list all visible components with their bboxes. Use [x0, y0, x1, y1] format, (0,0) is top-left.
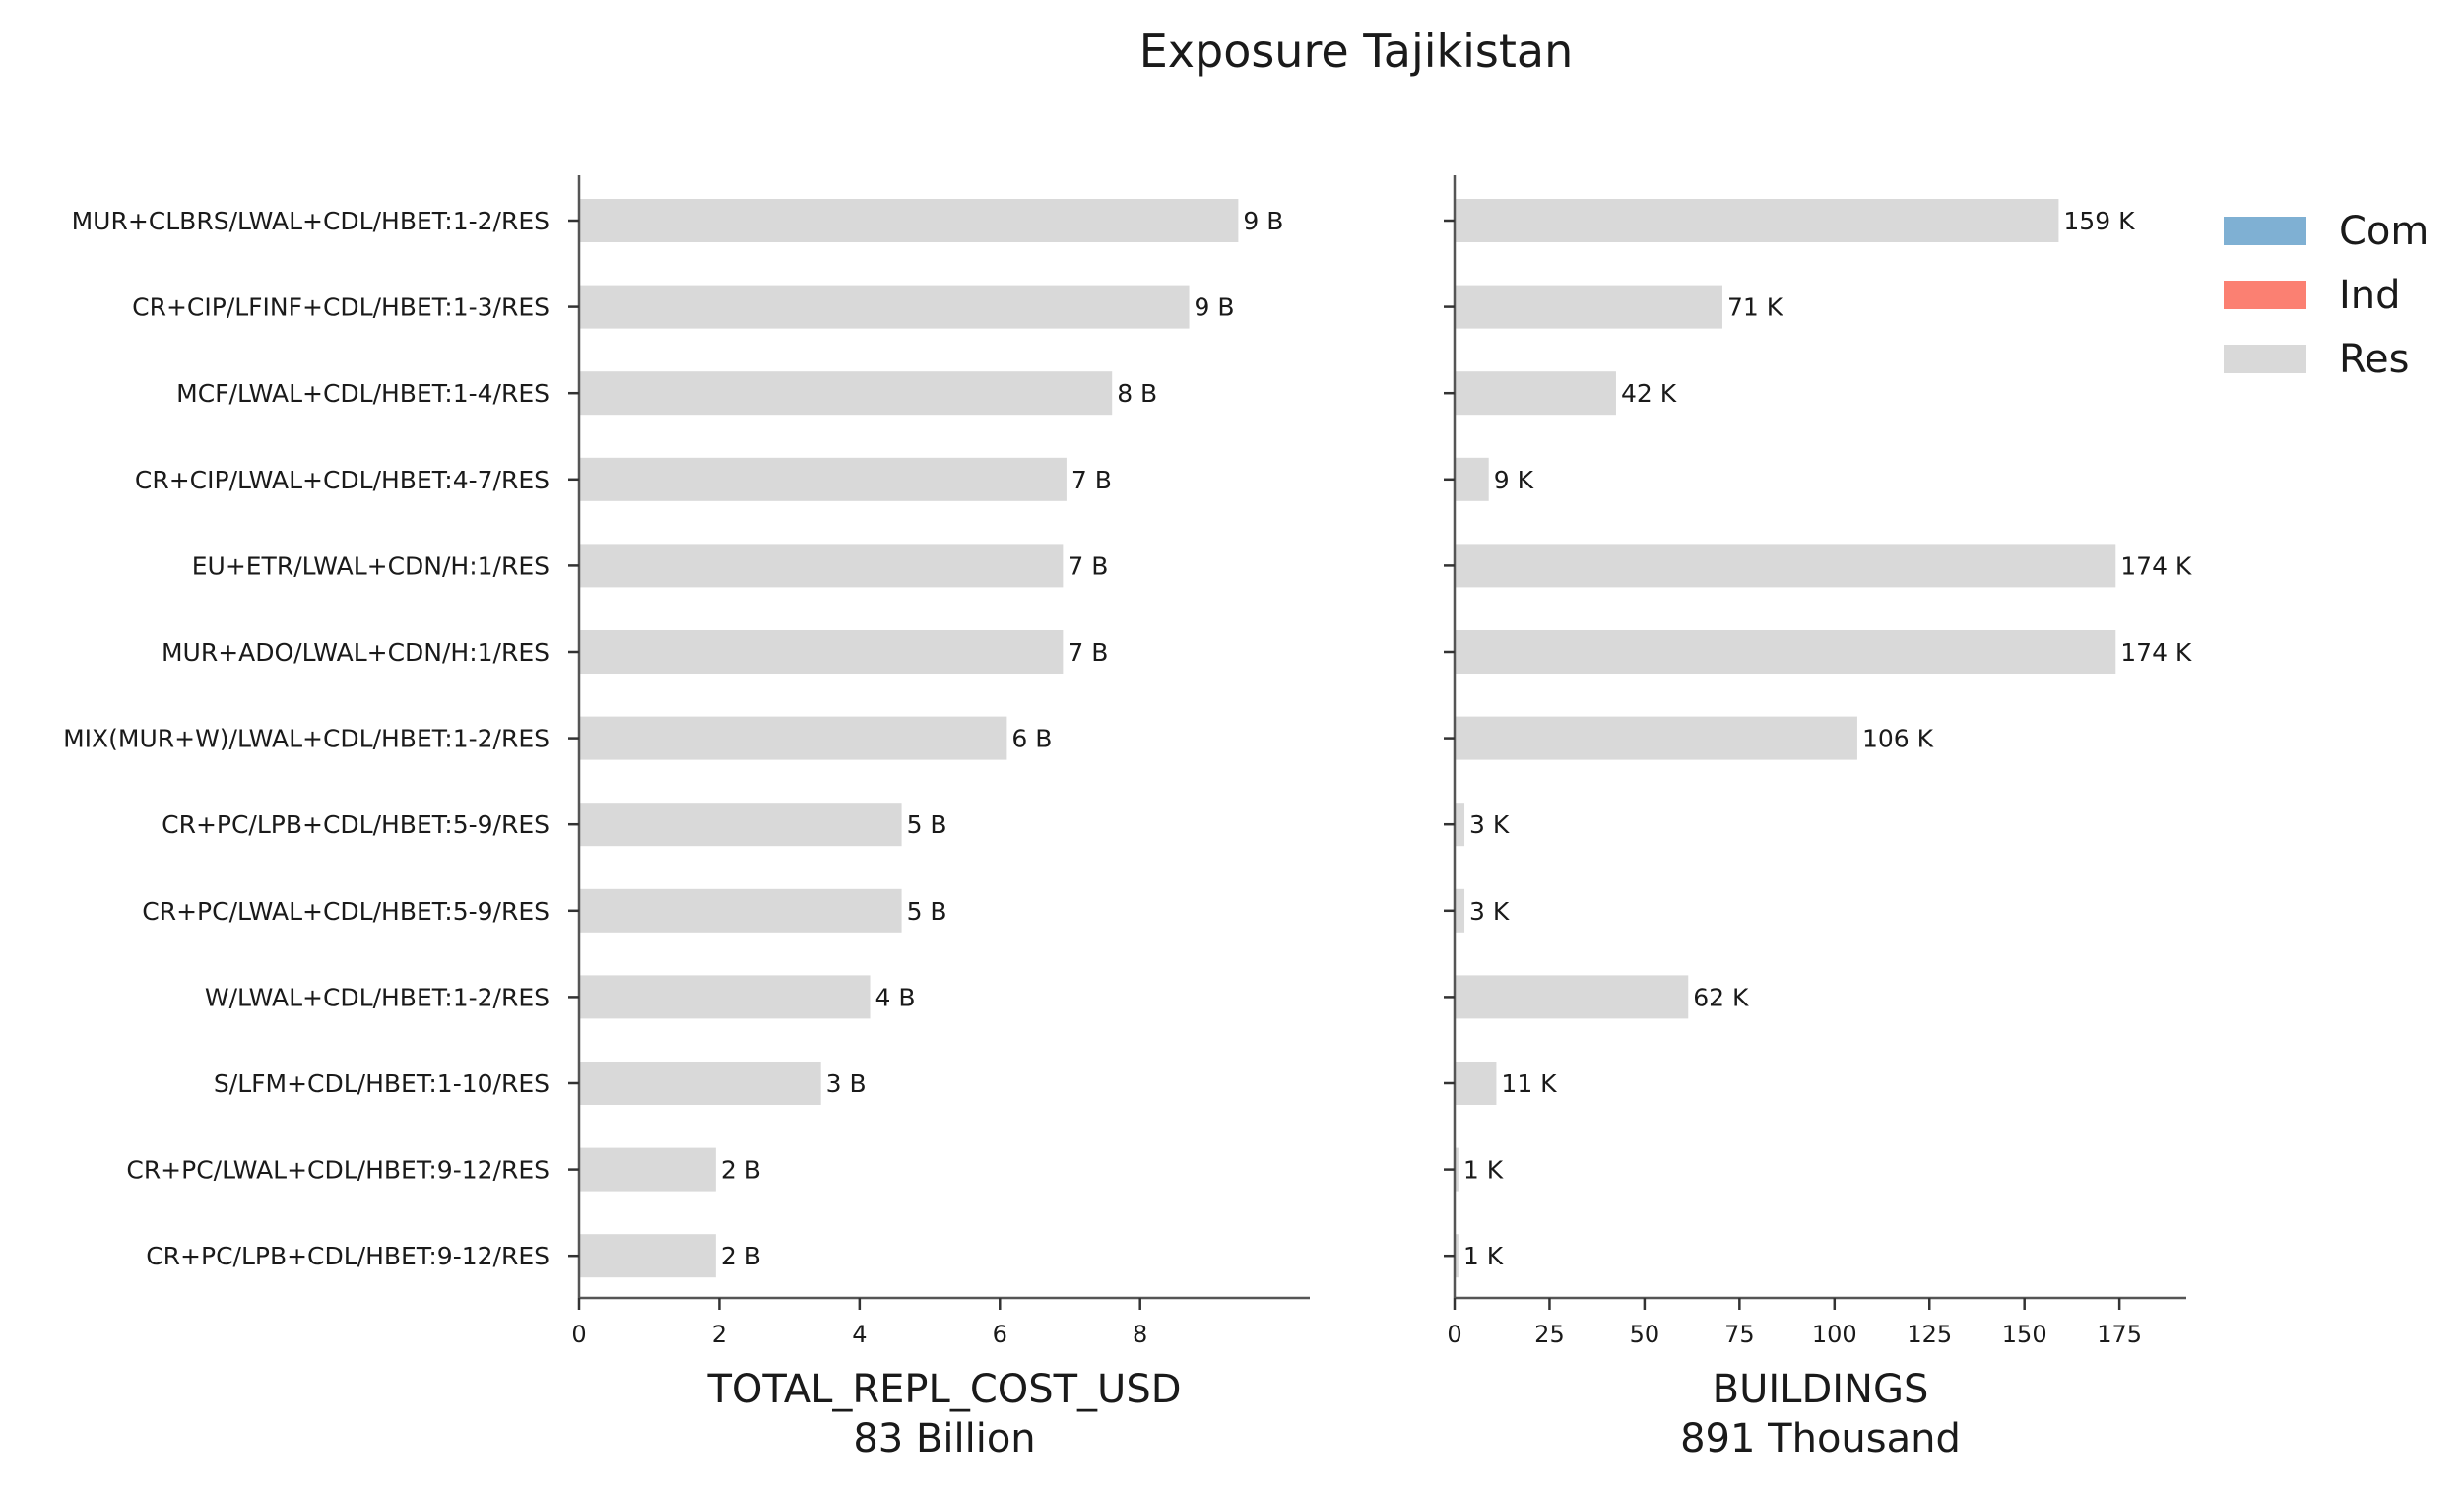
- legend-label-ind: Ind: [2339, 273, 2401, 318]
- bar-2-5: [1455, 544, 2116, 588]
- value-label-2-11: 11 K: [1501, 1069, 1557, 1098]
- category-label-8: CR+PC/LPB+CDL/HBET:5-9/RES: [162, 810, 550, 839]
- x-tick-label-1-1: 0: [571, 1321, 586, 1348]
- x-axis-title-2: BUILDINGS: [1713, 1367, 1929, 1412]
- bar-2-2: [1455, 285, 1722, 329]
- value-label-1-1: 9 B: [1243, 207, 1283, 235]
- category-label-5: EU+ETR/LWAL+CDN/H:1/RES: [192, 551, 550, 580]
- category-label-2: CR+CIP/LFINF+CDL/HBET:1-3/RES: [132, 293, 550, 322]
- value-label-2-2: 71 K: [1727, 293, 1783, 322]
- x-tick-label-2-8: 175: [2097, 1321, 2142, 1348]
- category-label-4: CR+CIP/LWAL+CDL/HBET:4-7/RES: [135, 466, 550, 494]
- bar-2-11: [1455, 1062, 1497, 1105]
- bar-2-4: [1455, 457, 1489, 501]
- x-tick-label-2-7: 150: [2002, 1321, 2047, 1348]
- bar-2-9: [1455, 888, 1465, 933]
- bar-2-10: [1455, 975, 1689, 1019]
- value-label-2-3: 42 K: [1621, 379, 1677, 408]
- value-label-1-9: 5 B: [907, 897, 947, 926]
- panel-1: 9 B 9 B 8 B 7 B 7 B 7 B 6 B 5 B 5 B 4 B 3 B 2 B 2 B M…: [63, 175, 1310, 1461]
- bar-1-2: [579, 285, 1190, 329]
- value-label-1-6: 7 B: [1068, 638, 1108, 667]
- x-tick-label-1-5: 8: [1133, 1321, 1147, 1348]
- bar-1-9: [579, 888, 902, 933]
- legend-swatch-com: [2224, 217, 2306, 245]
- bar-2-6: [1455, 630, 2116, 674]
- bar-2-12: [1455, 1147, 1459, 1192]
- x-axis-title-1: TOTAL_REPL_COST_USD: [706, 1367, 1181, 1412]
- x-tick-label-2-2: 25: [1534, 1321, 1565, 1348]
- value-label-1-8: 5 B: [907, 810, 947, 839]
- value-label-2-10: 62 K: [1693, 983, 1749, 1011]
- panel-2: 159 K 71 K 42 K 9 K 174 K 174 K 106 K 3 K 3 K 62 …: [1444, 175, 2192, 1461]
- value-label-2-8: 3 K: [1469, 810, 1510, 839]
- value-label-1-3: 8 B: [1117, 379, 1157, 408]
- legend: Com Ind Res: [2224, 209, 2429, 382]
- x-tick-label-2-6: 125: [1907, 1321, 1952, 1348]
- category-label-3: MCF/LWAL+CDL/HBET:1-4/RES: [176, 379, 550, 408]
- bar-1-7: [579, 716, 1007, 760]
- x-tick-label-1-2: 2: [712, 1321, 727, 1348]
- value-label-1-4: 7 B: [1071, 466, 1112, 494]
- bar-2-3: [1455, 371, 1616, 416]
- bar-1-3: [579, 371, 1113, 416]
- category-label-12: CR+PC/LWAL+CDL/HBET:9-12/RES: [126, 1156, 550, 1185]
- value-label-2-7: 106 K: [1862, 725, 1934, 753]
- bar-2-8: [1455, 803, 1465, 847]
- value-label-2-13: 1 K: [1463, 1242, 1504, 1270]
- value-label-1-12: 2 B: [721, 1156, 761, 1185]
- x-axis-subtitle-2: 891 Thousand: [1680, 1416, 1961, 1461]
- bar-1-11: [579, 1062, 821, 1105]
- value-label-2-1: 159 K: [2063, 207, 2135, 235]
- bar-1-6: [579, 630, 1064, 674]
- value-label-1-10: 4 B: [875, 983, 916, 1011]
- category-label-9: CR+PC/LWAL+CDL/HBET:5-9/RES: [142, 897, 550, 926]
- value-label-1-13: 2 B: [721, 1242, 761, 1270]
- bar-1-8: [579, 803, 902, 847]
- value-label-1-2: 9 B: [1195, 293, 1235, 322]
- value-label-2-6: 174 K: [2120, 638, 2192, 667]
- category-label-10: W/LWAL+CDL/HBET:1-2/RES: [205, 983, 550, 1011]
- bar-2-7: [1455, 716, 1857, 760]
- bar-1-4: [579, 457, 1067, 501]
- bar-1-10: [579, 975, 871, 1019]
- bar-1-1: [579, 199, 1239, 242]
- bar-1-13: [579, 1234, 716, 1278]
- x-axis-subtitle-1: 83 Billion: [853, 1416, 1035, 1461]
- x-tick-label-2-4: 75: [1724, 1321, 1755, 1348]
- value-label-2-12: 1 K: [1463, 1156, 1504, 1185]
- category-label-1: MUR+CLBRS/LWAL+CDL/HBET:1-2/RES: [72, 207, 550, 235]
- category-label-6: MUR+ADO/LWAL+CDN/H:1/RES: [162, 638, 550, 667]
- legend-swatch-ind: [2224, 281, 2306, 309]
- value-label-1-7: 6 B: [1011, 725, 1052, 753]
- chart-title: Exposure Tajikistan: [1139, 25, 1574, 78]
- bar-2-1: [1455, 199, 2059, 242]
- value-label-2-4: 9 K: [1494, 466, 1534, 494]
- value-label-1-5: 7 B: [1068, 551, 1108, 580]
- value-label-1-11: 3 B: [826, 1069, 867, 1098]
- category-label-13: CR+PC/LPB+CDL/HBET:9-12/RES: [146, 1242, 550, 1270]
- legend-label-com: Com: [2339, 209, 2429, 254]
- category-label-11: S/LFM+CDL/HBET:1-10/RES: [214, 1069, 550, 1098]
- value-label-2-5: 174 K: [2120, 551, 2192, 580]
- value-label-2-9: 3 K: [1469, 897, 1510, 926]
- category-label-7: MIX(MUR+W)/LWAL+CDL/HBET:1-2/RES: [63, 725, 550, 753]
- bar-1-12: [579, 1147, 716, 1192]
- x-tick-label-2-3: 50: [1630, 1321, 1660, 1348]
- x-tick-label-1-3: 4: [852, 1321, 867, 1348]
- x-tick-label-2-5: 100: [1812, 1321, 1857, 1348]
- x-tick-label-2-1: 0: [1447, 1321, 1461, 1348]
- legend-swatch-res: [2224, 345, 2306, 373]
- x-tick-label-1-4: 6: [993, 1321, 1007, 1348]
- bar-1-5: [579, 544, 1064, 588]
- bar-2-13: [1455, 1234, 1459, 1278]
- legend-label-res: Res: [2339, 337, 2409, 382]
- chart-panels: 9 B 9 B 8 B 7 B 7 B 7 B 6 B 5 B 5 B 4 B 3 B 2 B 2 B M…: [63, 175, 2192, 1461]
